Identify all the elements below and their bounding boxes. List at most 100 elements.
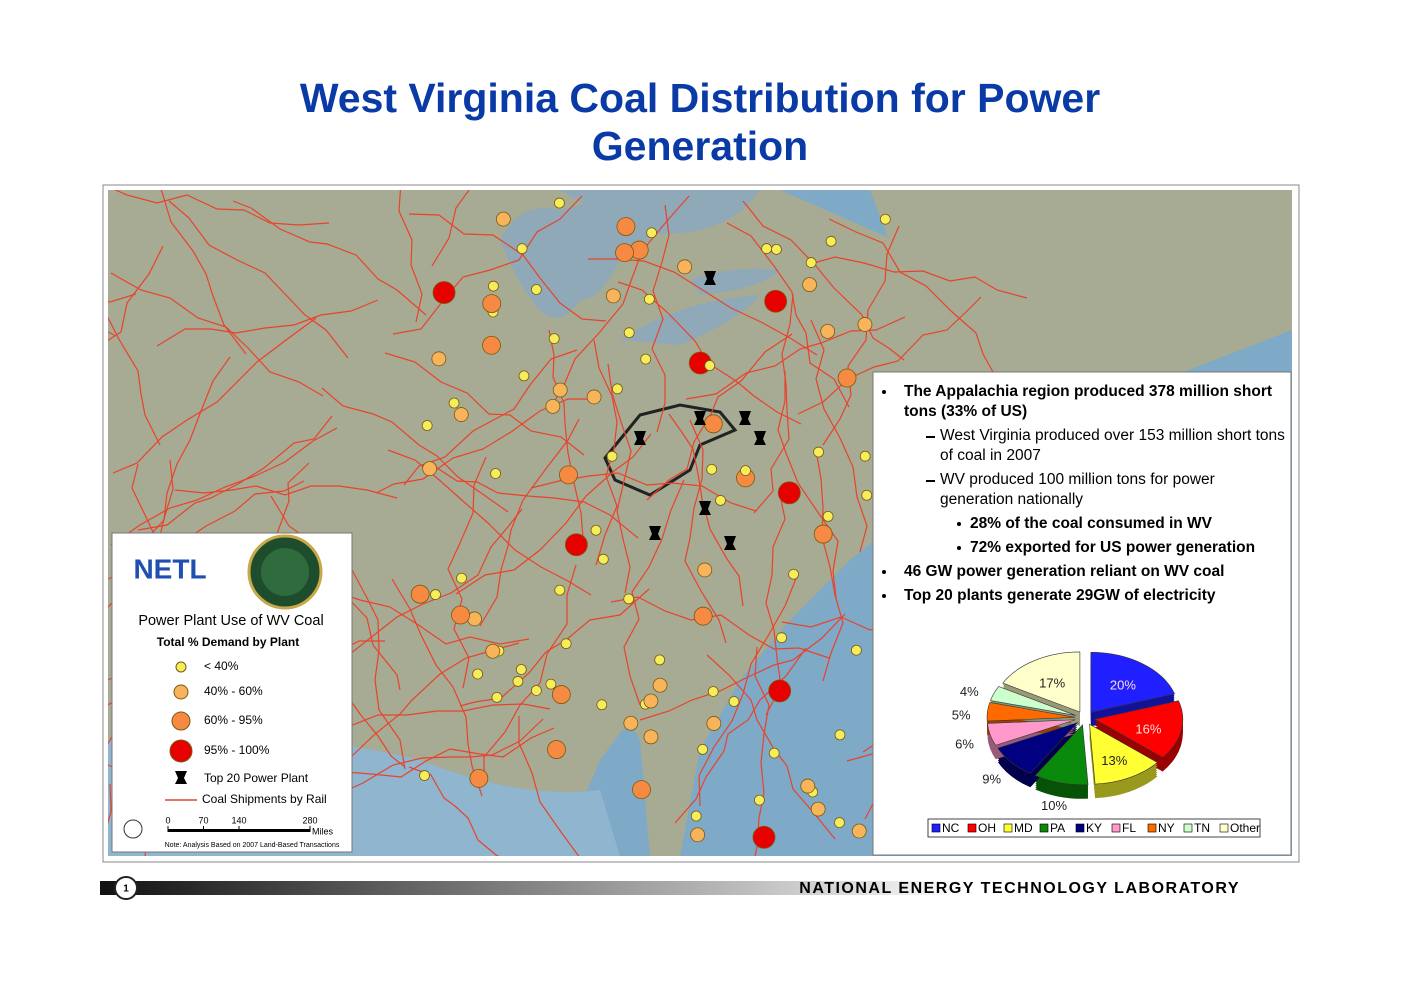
plant-dot	[706, 463, 718, 475]
top-plant-pin	[699, 501, 711, 515]
bullet-marker	[957, 546, 961, 550]
rail-line	[552, 195, 690, 405]
pie-label: 9%	[982, 772, 1001, 787]
plant-dot	[430, 589, 441, 600]
plant-dot	[495, 211, 511, 227]
pie-slice	[987, 719, 1076, 746]
rail-line	[479, 418, 580, 627]
legend-swatch	[169, 739, 193, 763]
plant-dot	[611, 383, 623, 395]
compass	[123, 819, 143, 839]
rail-line	[668, 413, 744, 607]
rail-line	[112, 317, 317, 474]
plant-dot	[643, 693, 659, 709]
rail-line	[327, 642, 520, 784]
pie-label: 6%	[955, 737, 974, 752]
rail-line	[108, 245, 164, 342]
legend-label: 40% - 60%	[204, 684, 263, 698]
pie-legend-swatch	[931, 823, 941, 833]
pie-legend-swatch	[1147, 823, 1157, 833]
bullet-text: 46 GW power generation reliant on WV coa…	[904, 563, 1225, 580]
pie-label: 20%	[1110, 678, 1136, 693]
plant-dot	[851, 823, 867, 839]
top-plant-pin	[704, 271, 716, 285]
plant-dot	[605, 288, 621, 304]
rail-line	[777, 371, 839, 599]
rail-line	[646, 333, 793, 501]
plant-dot	[697, 562, 713, 578]
scale-label: 140	[231, 815, 246, 825]
plant-dot	[422, 461, 438, 477]
lake	[560, 190, 760, 234]
pie-legend-label: FL	[1122, 821, 1136, 835]
rail-line	[168, 200, 349, 359]
plant-dot	[560, 638, 572, 650]
plant-dot	[545, 678, 557, 690]
plant-dot	[690, 810, 702, 822]
plant-dot	[764, 289, 788, 313]
plant-dot	[606, 450, 618, 462]
plant-dot	[753, 794, 765, 806]
plant-dot	[761, 243, 773, 254]
bullet-marker	[882, 390, 886, 394]
plant-dot	[554, 584, 566, 596]
rail-line	[447, 456, 487, 689]
plant-dot	[652, 677, 668, 693]
page-circle	[114, 876, 138, 900]
plant-dot	[697, 744, 709, 755]
plant-dot	[707, 686, 719, 697]
pie-slice	[1090, 652, 1176, 713]
scale-label: 70	[198, 815, 208, 825]
rail-line	[518, 716, 580, 856]
rail-line	[110, 427, 338, 546]
plant-dot	[632, 780, 651, 800]
rail-line	[232, 200, 427, 316]
plant-dot	[805, 257, 817, 268]
bullet: 72% exported for US power generation	[880, 538, 1285, 558]
rail-line	[548, 329, 584, 539]
plant-dot	[530, 284, 542, 295]
rail-line	[684, 419, 727, 644]
top-plant-pin	[694, 411, 706, 425]
plant-dot	[482, 335, 501, 355]
rail-line	[623, 479, 685, 706]
plant-dot	[752, 825, 776, 849]
plant-dot	[485, 643, 501, 659]
plant-dot	[410, 584, 430, 604]
plant-dot	[469, 769, 489, 788]
slide-title: West Virginia Coal Distribution for Powe…	[299, 75, 1101, 169]
plant-dot	[586, 389, 602, 405]
plant-dot	[491, 691, 503, 703]
plant-dot	[802, 277, 817, 293]
rail-line	[828, 218, 999, 382]
legend-swatch	[175, 771, 187, 784]
bullet: Top 20 plants generate 29GW of electrici…	[880, 586, 1285, 606]
plant-dot	[813, 446, 824, 458]
plant-dot	[482, 294, 502, 314]
pie-label: 17%	[1039, 675, 1065, 690]
rail-line	[348, 541, 406, 770]
pie-legend-swatch	[1075, 823, 1085, 833]
plant-dot	[704, 360, 716, 371]
rail-line	[387, 449, 592, 596]
plant-dot	[448, 397, 460, 409]
legend-label: Top 20 Power Plant	[204, 771, 309, 785]
bullet: West Virginia produced over 153 million …	[880, 426, 1285, 466]
page-number: 1	[123, 884, 129, 895]
rail-line	[391, 578, 483, 797]
legend-swatch	[173, 684, 189, 700]
rail-line	[408, 766, 500, 856]
rail-line	[483, 564, 577, 785]
pie-legend-label: KY	[1086, 821, 1102, 835]
rail-line	[398, 190, 423, 323]
plant-dot	[777, 481, 801, 505]
pie-legend-label: PA	[1050, 821, 1065, 835]
rail-line	[108, 331, 117, 337]
plant-dot	[615, 243, 634, 263]
plant-dot	[623, 715, 639, 731]
rail-line	[753, 293, 794, 514]
rail-line	[797, 296, 982, 415]
plant-dot	[646, 227, 657, 239]
rail-line	[321, 387, 509, 513]
plant-dot	[488, 280, 499, 292]
